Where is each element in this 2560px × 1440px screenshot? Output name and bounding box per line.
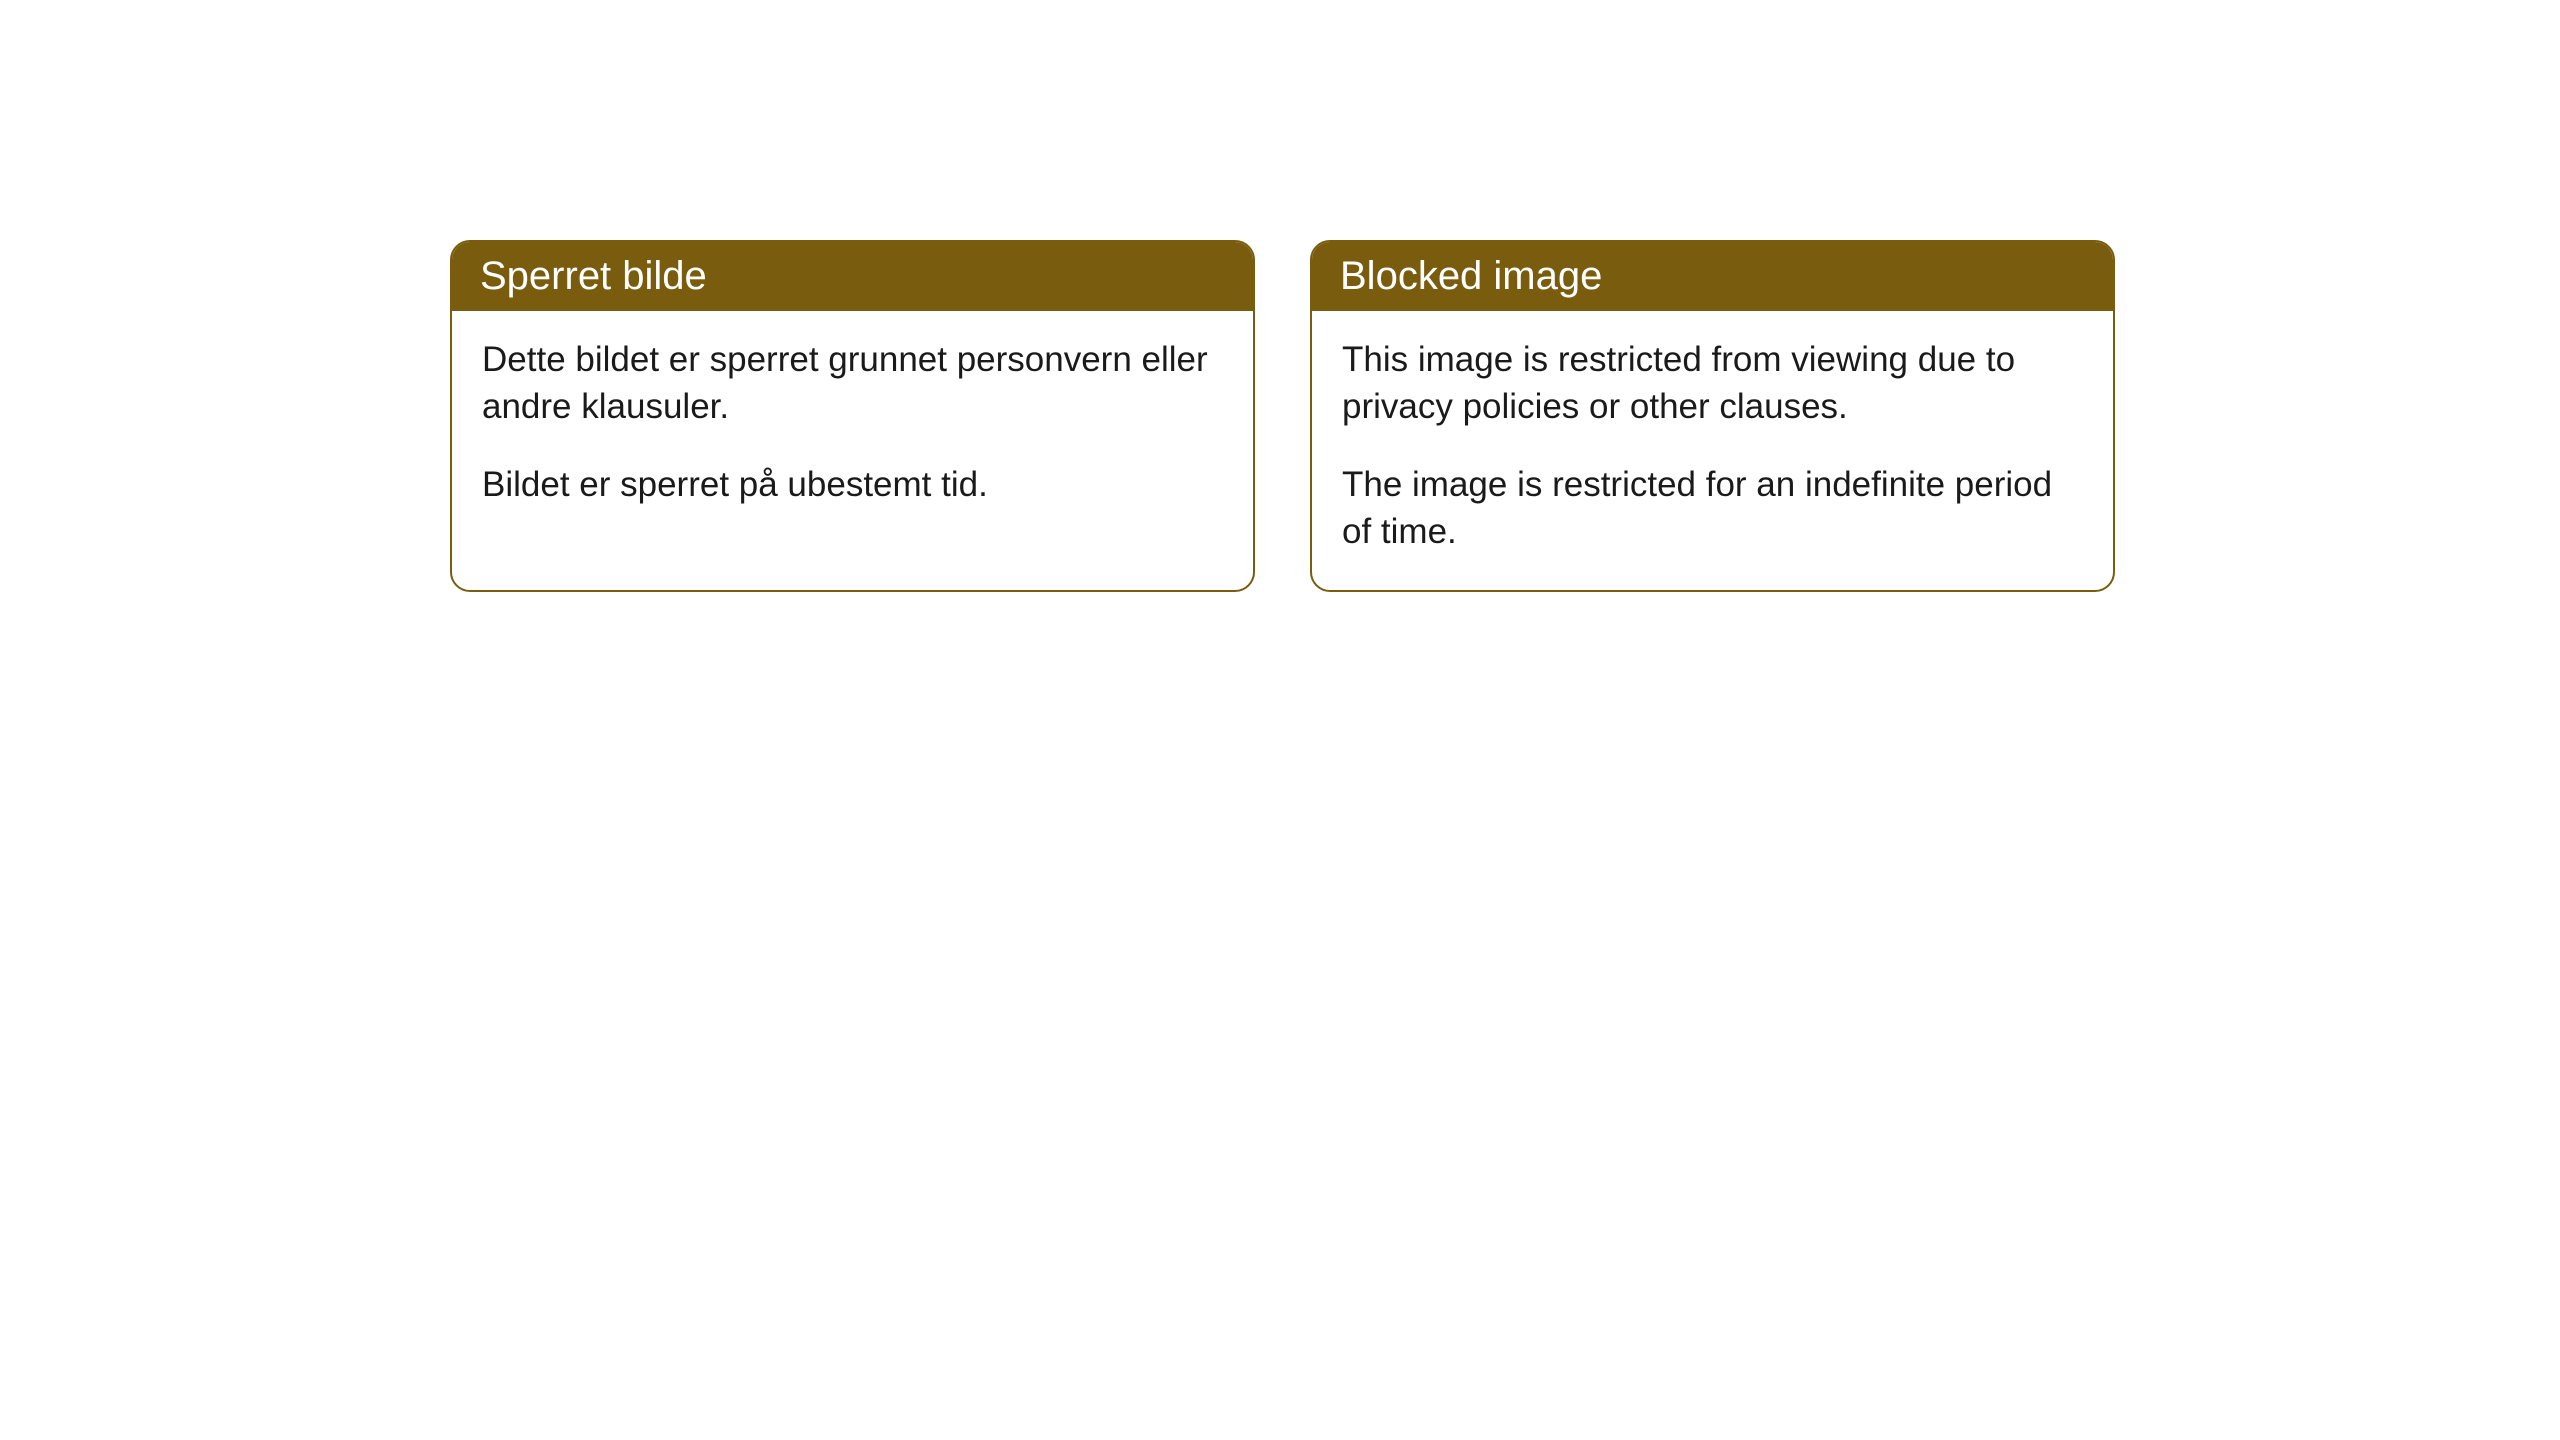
card-paragraph: This image is restricted from viewing du… [1342, 336, 2083, 431]
card-body: Dette bildet er sperret grunnet personve… [452, 311, 1253, 543]
card-title: Sperret bilde [480, 254, 707, 298]
card-title: Blocked image [1340, 254, 1602, 298]
notice-cards-container: Sperret bilde Dette bildet er sperret gr… [450, 240, 2115, 592]
card-header: Sperret bilde [452, 242, 1253, 311]
notice-card-norwegian: Sperret bilde Dette bildet er sperret gr… [450, 240, 1255, 592]
notice-card-english: Blocked image This image is restricted f… [1310, 240, 2115, 592]
card-paragraph: Bildet er sperret på ubestemt tid. [482, 461, 1223, 508]
card-paragraph: Dette bildet er sperret grunnet personve… [482, 336, 1223, 431]
card-header: Blocked image [1312, 242, 2113, 311]
card-body: This image is restricted from viewing du… [1312, 311, 2113, 590]
card-paragraph: The image is restricted for an indefinit… [1342, 461, 2083, 556]
